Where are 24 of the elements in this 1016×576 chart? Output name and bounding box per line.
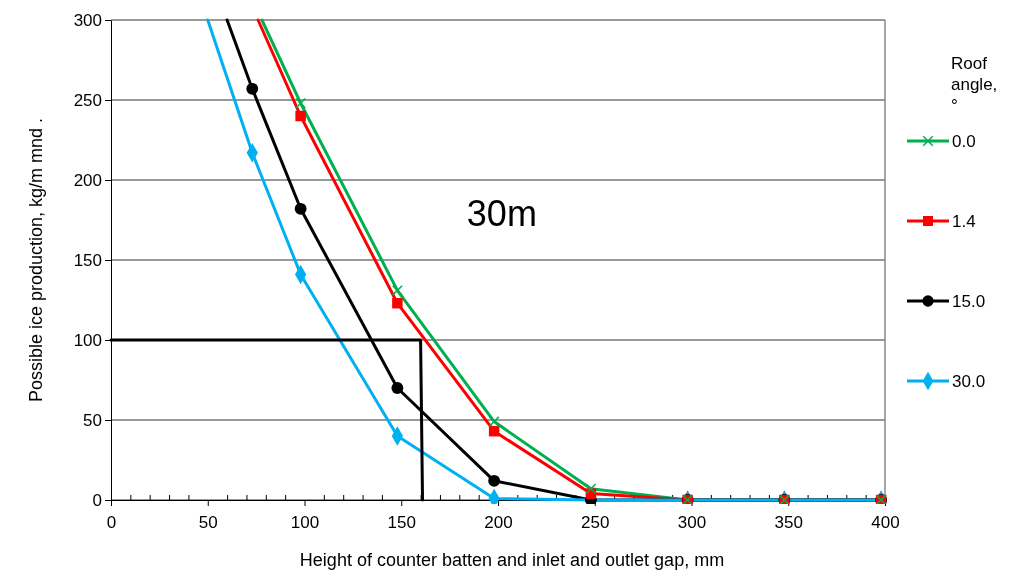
- annotation: 30m: [466, 193, 537, 235]
- y-tick-label: 0: [92, 490, 102, 510]
- legend-label: 15.0: [952, 291, 986, 311]
- x-tick-label: 350: [774, 512, 803, 532]
- x-tick-label: 150: [387, 512, 416, 532]
- legend-label: 1.4: [952, 211, 976, 231]
- x-tick-label: 0: [106, 512, 117, 532]
- x-tick-label: 100: [290, 512, 320, 532]
- x-tick-label: 200: [484, 512, 513, 532]
- y-tick-label: 150: [73, 250, 102, 270]
- y-axis-title: Possible ice production, kg/m mnd .: [26, 117, 46, 403]
- legend-label: 30.0: [952, 371, 986, 391]
- y-tick-label: 50: [83, 410, 102, 430]
- x-tick-label: 50: [198, 512, 218, 532]
- y-tick-label: 250: [73, 90, 102, 110]
- x-tick-label: 250: [581, 512, 610, 532]
- legend-label: 0.0: [952, 131, 976, 151]
- legend-title: Roof angle, °: [951, 54, 998, 115]
- y-tick-label: 100: [73, 330, 102, 350]
- x-tick-label: 300: [677, 512, 707, 532]
- x-tick-label: 400: [871, 512, 900, 532]
- x-axis-title: Height of counter batten and inlet and outlet gap, mm: [299, 550, 725, 570]
- y-tick-label: 200: [73, 170, 102, 190]
- y-tick-label: 300: [73, 10, 102, 30]
